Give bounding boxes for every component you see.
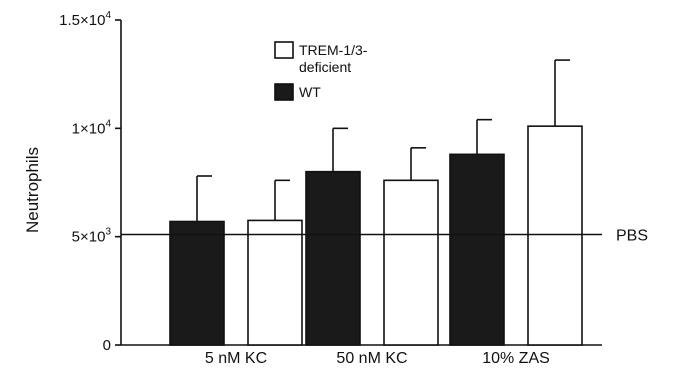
y-tick-label: 5×103 (72, 227, 112, 246)
y-tick-label-exponent: 4 (105, 10, 111, 21)
bar (383, 179, 439, 346)
bar (247, 219, 303, 346)
legend-swatch (274, 41, 294, 59)
legend-label: WT (299, 84, 321, 100)
x-tick-label: 5 nM KC (205, 350, 267, 367)
legend-swatch (274, 83, 294, 101)
bar (449, 153, 505, 346)
y-tick-label-exponent: 4 (105, 118, 111, 129)
x-tick-label: 50 nM KC (336, 350, 407, 367)
y-tick-label-exponent: 3 (105, 227, 111, 238)
pbs-reference-label: PBS (616, 228, 648, 245)
y-axis-label: Neutrophils (23, 147, 42, 233)
legend-label: deficient (299, 59, 351, 75)
y-tick-label-mantissa: 1×10 (72, 120, 106, 137)
bar (527, 125, 583, 346)
y-tick-label-mantissa: 1.5×10 (59, 12, 105, 29)
legend-label: TREM-1/3- (299, 42, 368, 58)
y-tick-label-mantissa: 5×10 (72, 229, 106, 246)
y-tick-label: 1×104 (72, 118, 112, 137)
bar (305, 170, 361, 346)
y-tick-label: 0 (103, 337, 111, 354)
y-tick-label-mantissa: 0 (103, 337, 111, 354)
bar (169, 220, 225, 346)
y-tick-label: 1.5×104 (59, 10, 111, 29)
x-tick-label: 10% ZAS (482, 350, 550, 367)
